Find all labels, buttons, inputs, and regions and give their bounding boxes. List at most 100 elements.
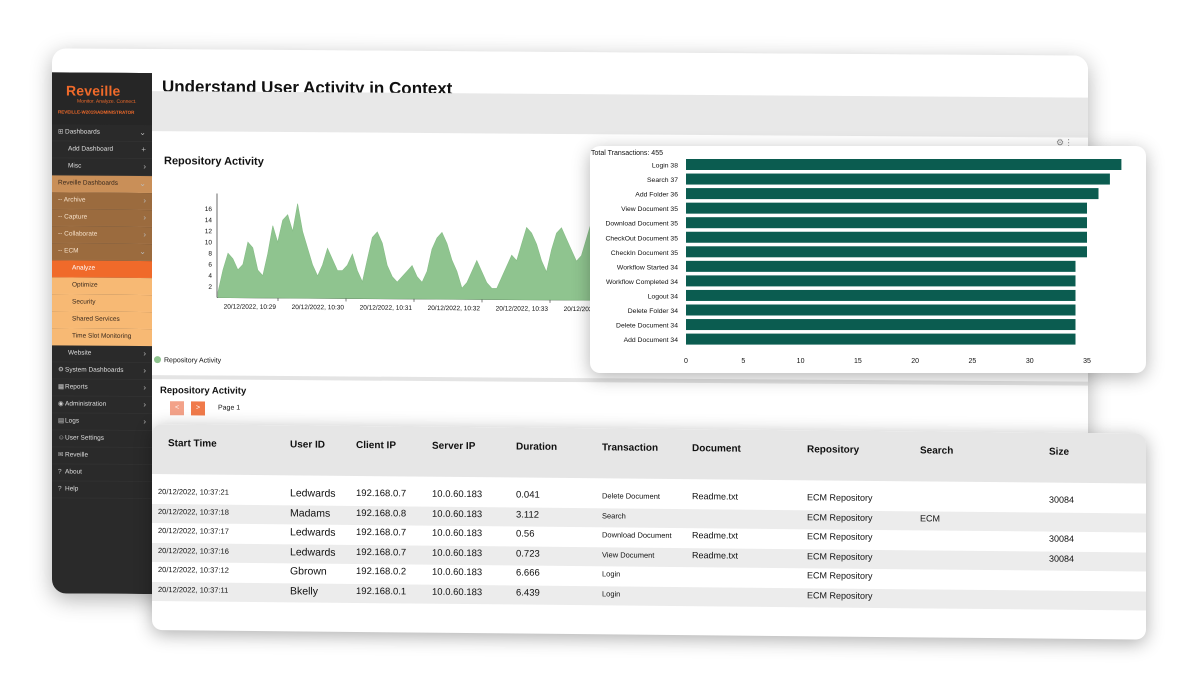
cell-transaction: Login [602, 569, 621, 579]
cell-client-ip: 192.168.0.1 [356, 585, 407, 597]
sidebar-item-shared-services[interactable]: Shared Services [52, 311, 152, 330]
chevron-right-icon: › [143, 230, 146, 240]
cell-client-ip: 192.168.0.8 [356, 507, 407, 519]
sidebar-item-label: About [65, 468, 82, 476]
bar-category-label: Delete Folder 34 [628, 308, 678, 315]
column-header[interactable]: Start Time [168, 438, 217, 450]
bar-category-label: Login 38 [652, 163, 678, 170]
x-tick-label: 30 [1026, 358, 1034, 365]
activity-table-card: Start Time User ID Client IP Server IP Durat… [152, 424, 1146, 640]
bar-category-label: CheckOut Document 35 [605, 235, 678, 242]
sidebar-item-reports[interactable]: ▦Reports › [52, 379, 152, 397]
table-header: Start Time User ID Client IP Server IP Durat… [152, 424, 1146, 484]
chevron-right-icon: › [143, 162, 146, 172]
cell-server-ip: 10.0.60.183 [432, 586, 483, 598]
sidebar-item-collaborate[interactable]: -- Collaborate › [52, 226, 152, 245]
reports-icon: ▦ [58, 383, 65, 391]
chevron-right-icon: › [143, 213, 146, 223]
bar-category-label: CheckIn Document 35 [611, 250, 678, 257]
y-tick-label: 8 [208, 251, 212, 258]
y-tick-label: 14 [205, 217, 213, 224]
cell-user: Ledwards [290, 526, 336, 539]
logs-icon: ▤ [58, 417, 65, 425]
bar [686, 289, 1076, 301]
brand-tagline: Monitor. Analyze. Connect. [77, 98, 137, 105]
prev-page-button[interactable]: < [170, 401, 184, 416]
cell-duration: 0.56 [516, 528, 535, 540]
activity-chart-legend[interactable]: Repository Activity [154, 356, 222, 365]
sidebar-item-security[interactable]: Security [52, 294, 152, 313]
total-transactions: Total Transactions: 455 [591, 150, 663, 157]
chevron-down-icon: ⌄ [139, 246, 146, 257]
reveille-icon: ✉ [58, 451, 64, 459]
y-tick-label: 6 [208, 262, 212, 269]
legend-label: Repository Activity [164, 357, 222, 365]
cell-server-ip: 10.0.60.183 [432, 547, 483, 559]
column-header[interactable]: Size [1049, 446, 1070, 458]
sidebar-item-dashboards[interactable]: ⊞ Dashboards ⌄ [52, 124, 152, 142]
y-tick-label: 12 [205, 228, 213, 235]
sidebar-item-archive[interactable]: -- Archive › [52, 192, 152, 211]
chevron-right-icon: › [143, 366, 146, 376]
bar-category-label: Add Document 34 [624, 337, 679, 344]
cell-repository: ECM Repository [807, 492, 873, 503]
brand-header: Reveille Monitor. Analyze. Connect. REVE… [52, 72, 152, 126]
cell-transaction: View Document [602, 549, 655, 560]
chevron-right-icon: › [143, 417, 146, 427]
cell-size: 30084 [1049, 553, 1075, 564]
x-tick-label: 20/12/2022, 10:34 [564, 306, 617, 313]
sidebar-item-ecm[interactable]: -- ECM ⌄ [52, 243, 152, 262]
sidebar-item-reveille-dashboards[interactable]: Reveille Dashboards ⌄ [52, 175, 152, 194]
column-header[interactable]: Client IP [356, 439, 397, 452]
cell-size: 30084 [1049, 494, 1075, 505]
y-tick-label: 16 [205, 206, 213, 213]
column-header[interactable]: Search [920, 445, 954, 457]
cell-start: 20/12/2022, 10:37:18 [158, 506, 229, 517]
section-divider [152, 375, 1088, 386]
cell-transaction: Delete Document [602, 491, 660, 501]
column-header[interactable]: Server IP [432, 440, 476, 453]
cell-duration: 3.112 [516, 508, 540, 521]
sidebar-item-label: Website [68, 349, 92, 357]
cell-start: 20/12/2022, 10:37:12 [158, 565, 229, 575]
sidebar-item-administration[interactable]: ◉Administration › [52, 396, 152, 414]
sidebar-item-reveille[interactable]: ✉ Reveille [52, 447, 152, 465]
sidebar-item-label: Reveille Dashboards [58, 179, 118, 187]
activity-chart-title: Repository Activity [164, 155, 264, 168]
sidebar: Reveille Monitor. Analyze. Connect. REVE… [52, 72, 152, 595]
sidebar-item-misc[interactable]: Misc › [52, 158, 152, 176]
column-header[interactable]: Document [692, 443, 741, 455]
column-header[interactable]: Repository [807, 444, 860, 456]
sidebar-item-time-slot-monitoring[interactable]: Time Slot Monitoring [52, 328, 152, 347]
cell-user: Ledwards [290, 487, 336, 500]
sidebar-nav: ⊞ Dashboards ⌄ Add Dashboard + Misc › Reveille … [52, 124, 152, 499]
sidebar-item-user-settings[interactable]: ☺User Settings [52, 430, 152, 448]
sidebar-item-optimize[interactable]: Optimize [52, 277, 152, 296]
sidebar-item-add-dashboard[interactable]: Add Dashboard + [52, 141, 152, 159]
cell-client-ip: 192.168.0.7 [356, 546, 407, 558]
sidebar-item-label: Dashboards [65, 128, 101, 136]
x-tick-label: 20/12/2022, 10:31 [360, 305, 413, 312]
sidebar-item-label: -- Collaborate [58, 230, 98, 238]
bar [686, 188, 1099, 200]
column-header[interactable]: User ID [290, 439, 326, 451]
sidebar-item-system-dashboards[interactable]: ⚙System Dashboards › [52, 362, 152, 380]
cell-user: Gbrown [290, 565, 327, 578]
sidebar-item-logs[interactable]: ▤Logs › [52, 413, 152, 431]
sidebar-item-analyze[interactable]: Analyze [52, 260, 152, 279]
column-header[interactable]: Transaction [602, 442, 659, 454]
sidebar-item-label: Reports [65, 383, 88, 391]
transactions-bar-card: Login 38 Search 37 Add Folder 36 View Docum… [590, 146, 1146, 373]
bar [686, 333, 1076, 345]
cell-user: Madams [290, 506, 331, 520]
reveille-logo[interactable]: Reveille [66, 82, 121, 99]
sidebar-item-about[interactable]: ? About [52, 464, 152, 482]
sidebar-item-label: Logs [65, 417, 80, 425]
sidebar-item-help[interactable]: ? Help [52, 481, 152, 499]
sidebar-item-capture[interactable]: -- Capture › [52, 209, 152, 228]
chevron-down-icon: ⌄ [139, 127, 146, 138]
bar-category-label: Search 37 [647, 177, 678, 184]
column-header[interactable]: Duration [516, 441, 558, 453]
next-page-button[interactable]: > [191, 401, 205, 416]
sidebar-item-website[interactable]: Website › [52, 345, 152, 363]
